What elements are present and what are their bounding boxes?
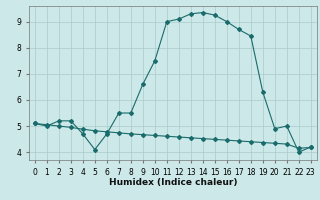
X-axis label: Humidex (Indice chaleur): Humidex (Indice chaleur) <box>108 178 237 187</box>
